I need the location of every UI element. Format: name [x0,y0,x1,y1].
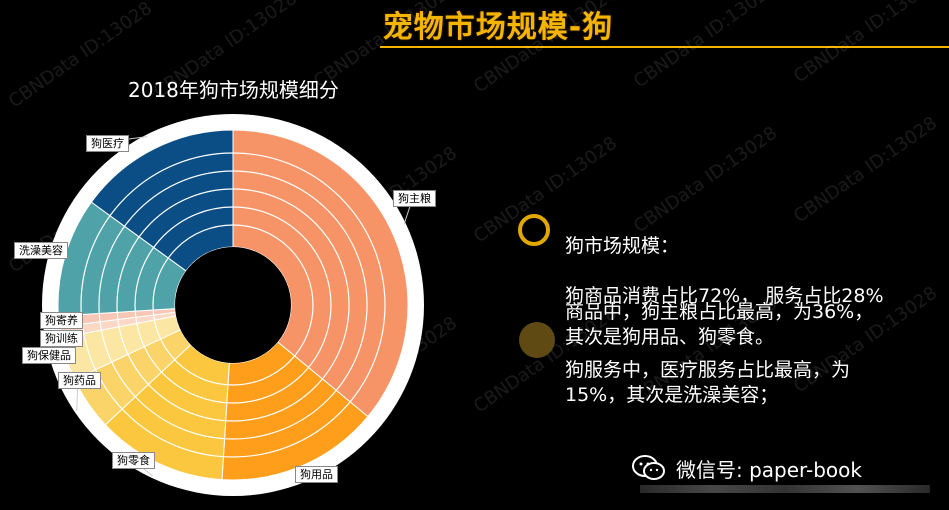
wechat-badge: 微信号: paper-book [632,450,942,486]
market-summary-line1: 狗市场规模： [565,235,680,257]
page-title: 宠物市场规模-狗 [382,10,614,45]
blurred-strip [640,485,930,493]
wechat-id: 微信号: paper-book [676,457,862,482]
slice-label: 狗医疗 [86,135,129,152]
ring-divider [152,224,314,386]
ring-divider [116,188,350,422]
market-summary-line2: 狗商品消费占比72%， 服务占比28% [565,285,884,307]
slice-label: 狗寄养 [40,312,83,329]
ring-bullet-icon [518,214,550,246]
services-note: 狗服务中，医疗服务占比最高，为 15%，其次是洗澡美容； [565,359,851,406]
slice-label: 洗澡美容 [14,242,68,259]
slice-label: 狗训练 [40,330,83,347]
market-summary: 狗市场规模： 狗商品消费占比72%， 服务占比28% [565,209,949,334]
ring-divider [98,170,368,440]
slice-label: 狗用品 [295,466,338,483]
page-title-bar: 宠物市场规模-狗 [348,2,648,46]
ring-divider [80,152,386,458]
chart-center-hole [175,247,291,363]
slice-label: 狗药品 [58,372,101,389]
slice-1 [221,341,369,481]
chart-title: 2018年狗市场规模细分 [128,78,339,102]
dot-bullet-icon [519,322,555,358]
slice-label: 狗保健品 [22,347,76,364]
wechat-icon [632,455,665,480]
ring-divider [134,206,332,404]
slice-label: 狗主粮 [393,190,436,207]
slice-label: 狗零食 [112,452,155,469]
title-underline [380,46,949,48]
slice-8 [90,129,234,272]
goods-note: 商品中，狗主粮占比最高，为36%， 其次是狗用品、狗零食。 [565,301,874,348]
